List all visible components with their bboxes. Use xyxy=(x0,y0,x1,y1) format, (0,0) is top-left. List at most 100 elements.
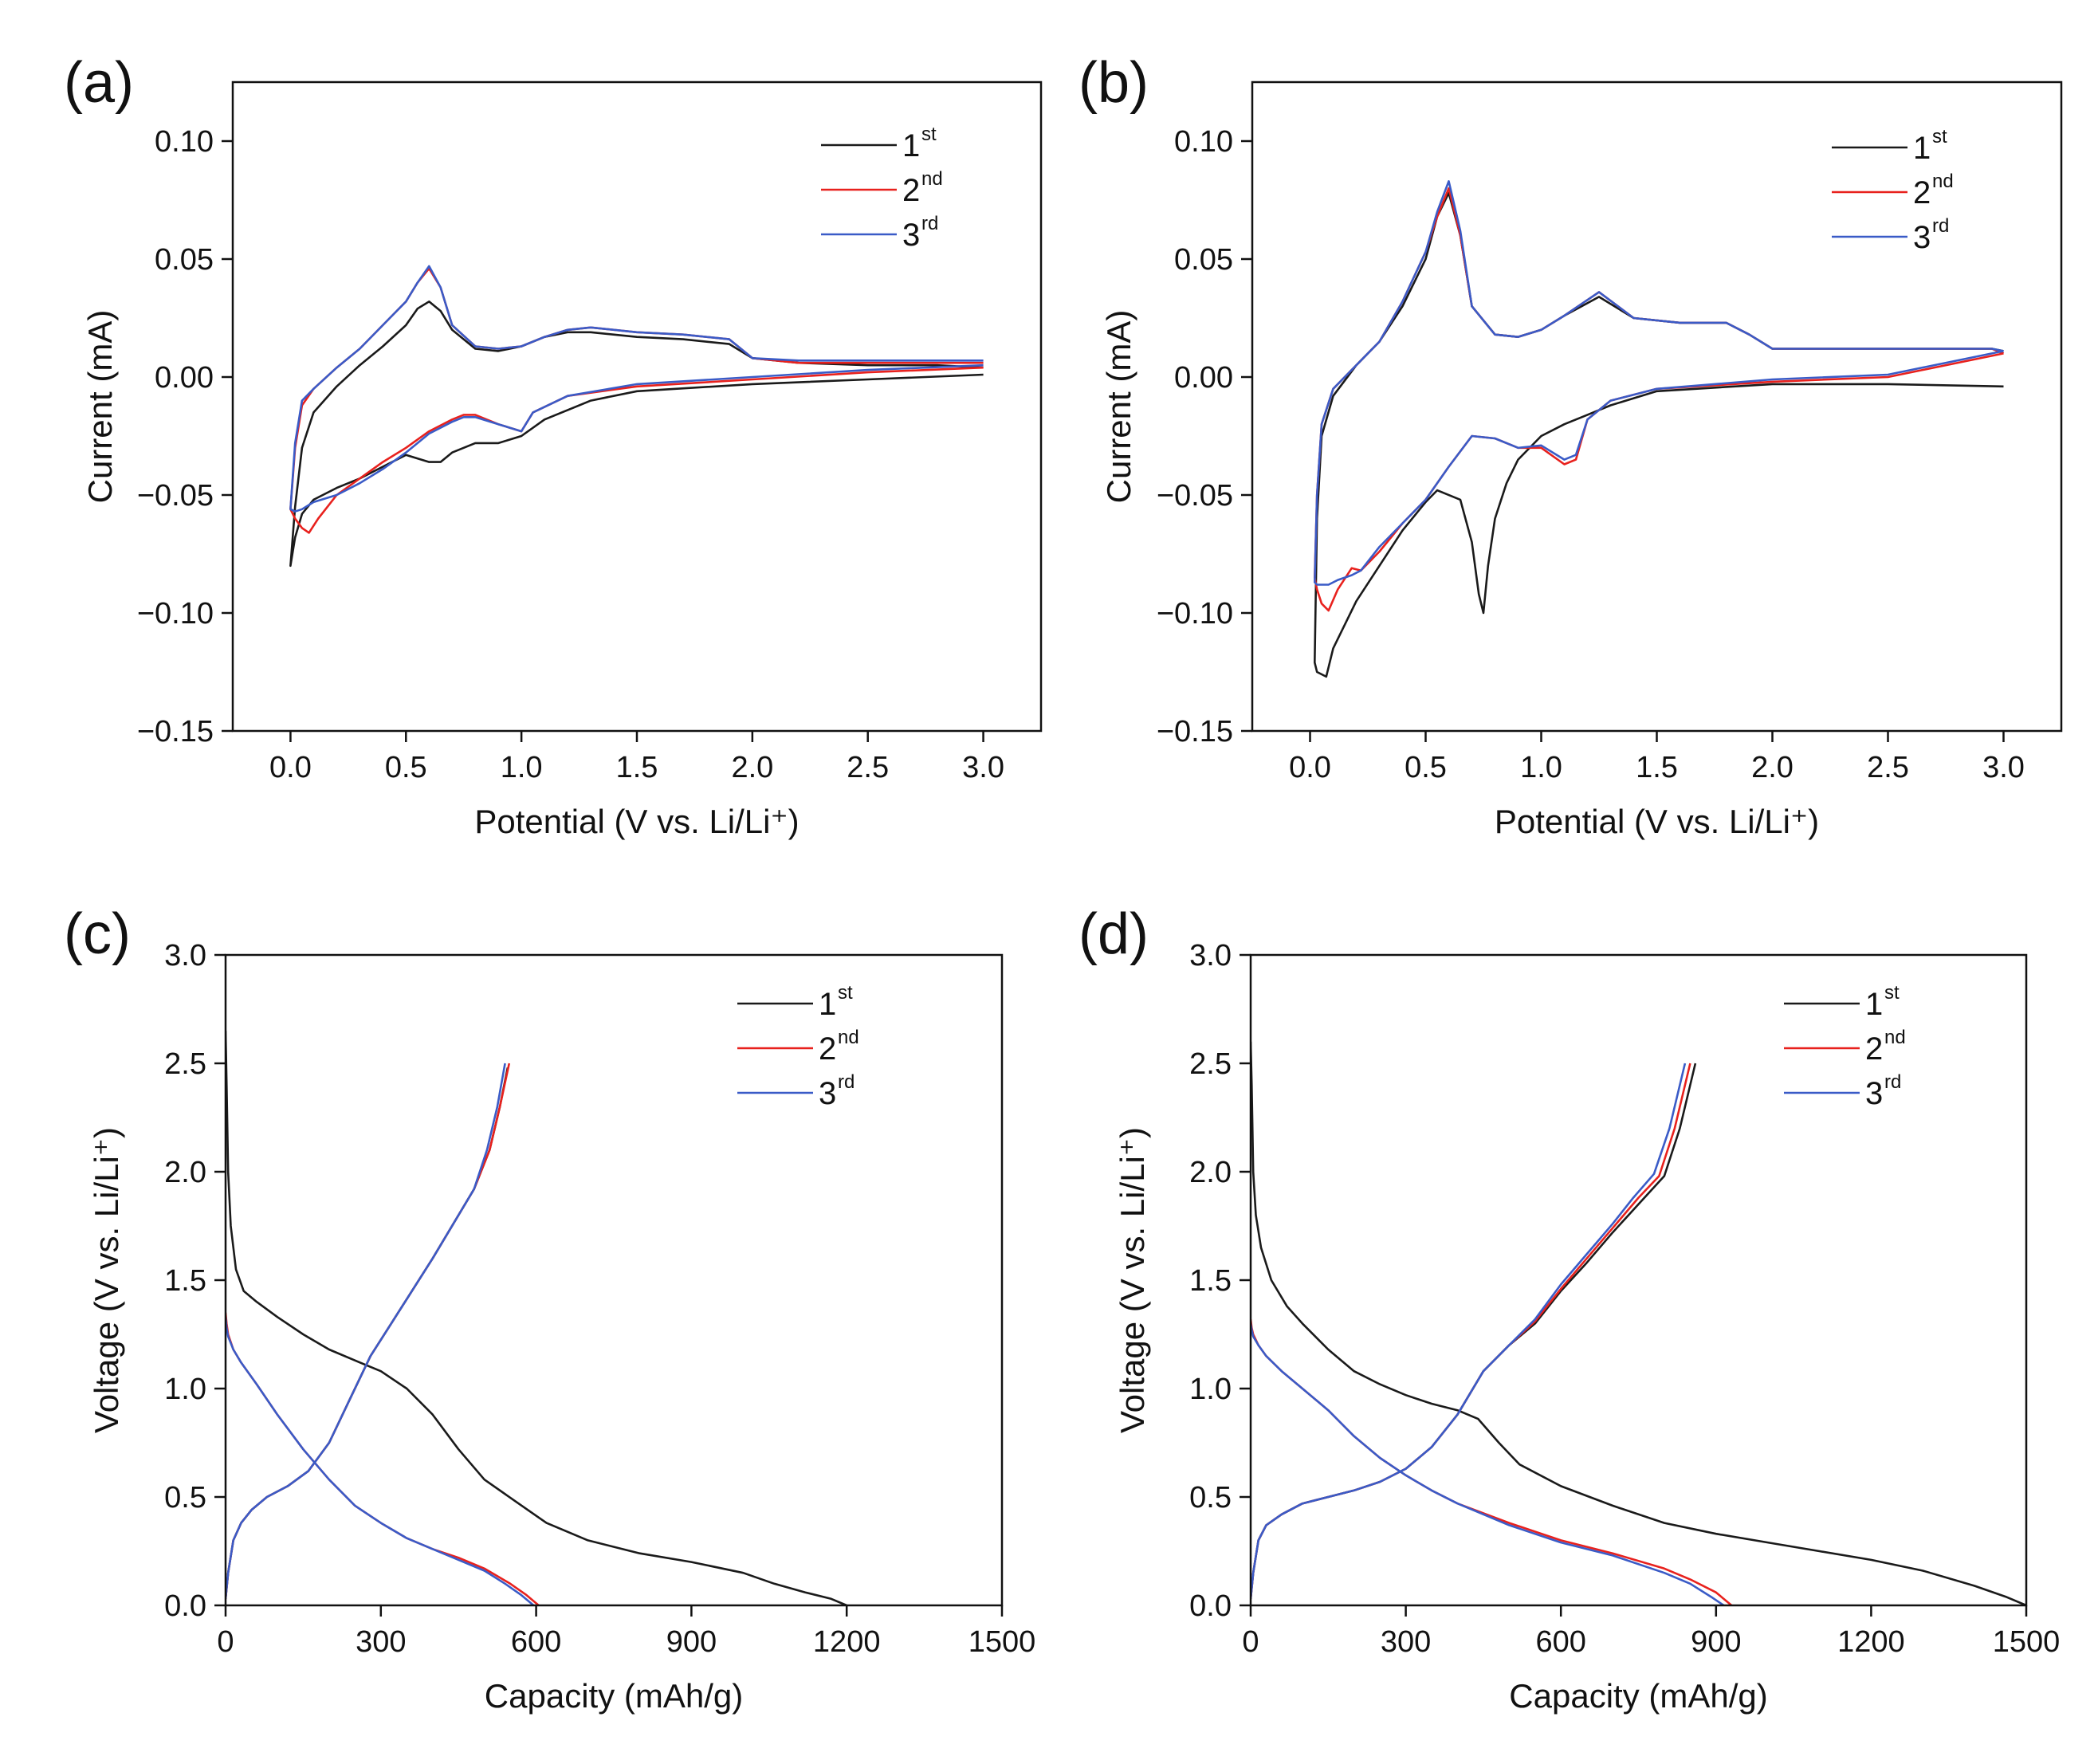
series-line-c-3rd-discharge xyxy=(226,1317,535,1605)
legend-sup-a-0: st xyxy=(921,124,937,145)
x-tick-label-c-1: 300 xyxy=(356,1625,406,1659)
legend-sup-d-0: st xyxy=(1884,982,1900,1004)
x-axis-title-c: Capacity (mAh/g) xyxy=(485,1677,743,1715)
plot-frame-d xyxy=(1249,953,2028,1607)
legend-sup-a-1: nd xyxy=(921,168,943,190)
legend-d: 1 st 2 nd 3 rd xyxy=(1784,982,1906,1111)
legend-label-c-2: 3 xyxy=(819,1076,836,1111)
y-tick-label-a-3: 0.00 xyxy=(155,361,214,395)
x-axis-title-b: Potential (V vs. Li/Li⁺) xyxy=(1495,803,1819,840)
legend-sup-a-2: rd xyxy=(921,213,938,234)
y-tick-label-c-0: 0.0 xyxy=(164,1589,206,1623)
y-axis-title-a: Current (mA) xyxy=(81,310,119,504)
panel-label-b: (b) xyxy=(1078,51,1149,115)
legend-sup-b-0: st xyxy=(1932,126,1947,147)
y-tick-label-b-2: −0.05 xyxy=(1157,479,1233,513)
series-line-a-2nd xyxy=(289,267,984,534)
y-tick-label-b-4: 0.05 xyxy=(1174,243,1233,277)
x-tick-label-b-1: 0.5 xyxy=(1405,751,1447,784)
y-tick-label-b-3: 0.00 xyxy=(1174,361,1233,395)
legend-sup-c-0: st xyxy=(838,982,853,1004)
series-line-b-1st xyxy=(1314,191,2004,678)
panel-label-d: (d) xyxy=(1078,902,1149,966)
x-tick-label-d-5: 1500 xyxy=(1993,1625,2061,1659)
legend-label-d-2: 3 xyxy=(1865,1076,1883,1111)
panel-label-c: (c) xyxy=(64,902,131,966)
x-tick-label-a-5: 2.5 xyxy=(847,751,889,784)
series-line-d-3rd-discharge xyxy=(1251,1323,1725,1605)
legend-label-b-1: 2 xyxy=(1913,175,1931,210)
y-tick-label-c-1: 0.5 xyxy=(164,1481,206,1515)
y-tick-label-d-2: 1.0 xyxy=(1189,1373,1232,1406)
legend-label-c-1: 2 xyxy=(819,1031,836,1067)
y-tick-label-c-6: 3.0 xyxy=(164,939,206,972)
panel-label-a: (a) xyxy=(64,51,134,115)
legend-label-b-0: 1 xyxy=(1913,131,1931,166)
x-tick-label-c-0: 0 xyxy=(217,1625,234,1659)
x-tick-label-a-0: 0.0 xyxy=(269,751,312,784)
x-tick-label-b-5: 2.5 xyxy=(1867,751,1909,784)
legend-sup-d-2: rd xyxy=(1884,1071,1901,1093)
y-tick-label-a-5: 0.10 xyxy=(155,125,214,159)
legend-label-d-1: 2 xyxy=(1865,1031,1883,1067)
x-tick-label-d-0: 0 xyxy=(1242,1625,1259,1659)
x-tick-label-b-6: 3.0 xyxy=(1982,751,2025,784)
x-tick-label-a-2: 1.0 xyxy=(501,751,543,784)
y-tick-label-a-4: 0.05 xyxy=(155,243,214,277)
chart-panel-b: (b) 0.0 0.5 1.0 1.5 2.0 2.5 3.0 −0.15 −0.10 −0.05 0… xyxy=(1078,51,2063,840)
chart-panel-a: (a) 0.0 0.5 1.0 1.5 2.0 2.5 3.0 −0.15 −0.10 −0.05 0… xyxy=(64,51,1043,840)
x-tick-label-a-1: 0.5 xyxy=(385,751,427,784)
y-tick-label-d-1: 0.5 xyxy=(1189,1481,1232,1515)
y-axis-title-d: Voltage (V vs. Li/Li⁺) xyxy=(1114,1127,1151,1433)
y-tick-label-a-2: −0.05 xyxy=(137,479,214,513)
plot-frame-c xyxy=(224,953,1004,1607)
series-line-c-1st-discharge xyxy=(226,1031,847,1605)
x-tick-label-b-2: 1.0 xyxy=(1520,751,1562,784)
series-line-c-2nd-charge xyxy=(226,1063,511,1599)
chart-panel-d: (d) 0 300 600 900 1200 1500 0.0 0.5 1.0 1.5 2.0 2.5 3… xyxy=(1078,902,2060,1715)
y-tick-label-a-1: −0.10 xyxy=(137,597,214,631)
y-tick-label-d-0: 0.0 xyxy=(1189,1589,1232,1623)
legend-label-a-1: 2 xyxy=(902,173,920,208)
x-tick-label-c-4: 1200 xyxy=(813,1625,881,1659)
y-axis-title-c: Voltage (V vs. Li/Li⁺) xyxy=(88,1127,125,1433)
x-tick-label-c-2: 600 xyxy=(511,1625,561,1659)
y-tick-label-d-5: 2.5 xyxy=(1189,1047,1232,1081)
series-line-d-2nd-charge xyxy=(1251,1063,1691,1599)
x-tick-label-d-3: 900 xyxy=(1691,1625,1741,1659)
legend-sup-b-2: rd xyxy=(1932,215,1949,237)
series-line-d-1st-discharge xyxy=(1251,1041,2026,1605)
x-tick-label-b-4: 2.0 xyxy=(1751,751,1794,784)
legend-b: 1 st 2 nd 3 rd xyxy=(1832,126,1954,255)
series-line-d-1st-charge xyxy=(1251,1063,1697,1599)
x-tick-label-a-4: 2.0 xyxy=(731,751,773,784)
x-tick-label-b-0: 0.0 xyxy=(1289,751,1331,784)
legend-sup-c-2: rd xyxy=(838,1071,855,1093)
x-tick-label-d-2: 600 xyxy=(1535,1625,1585,1659)
legend-c: 1 st 2 nd 3 rd xyxy=(737,982,859,1111)
legend-label-a-2: 3 xyxy=(902,218,920,253)
legend-a: 1 st 2 nd 3 rd xyxy=(821,124,943,253)
y-tick-label-a-0: −0.15 xyxy=(137,715,214,748)
legend-sup-b-1: nd xyxy=(1932,171,1954,192)
legend-label-c-0: 1 xyxy=(819,987,836,1022)
series-line-a-1st xyxy=(289,300,984,568)
y-tick-label-c-4: 2.0 xyxy=(164,1156,206,1189)
x-axis-title-a: Potential (V vs. Li/Li⁺) xyxy=(474,803,799,840)
x-tick-label-c-5: 1500 xyxy=(968,1625,1036,1659)
series-line-c-3rd-charge xyxy=(226,1063,506,1599)
series-line-c-2nd-discharge xyxy=(226,1312,540,1605)
y-axis-title-b: Current (mA) xyxy=(1100,310,1137,504)
y-tick-label-c-2: 1.0 xyxy=(164,1373,206,1406)
y-tick-label-d-4: 2.0 xyxy=(1189,1156,1232,1189)
series-line-a-3rd xyxy=(289,265,984,513)
y-tick-label-b-1: −0.10 xyxy=(1157,597,1233,631)
legend-sup-d-1: nd xyxy=(1884,1027,1906,1048)
x-tick-label-b-3: 1.5 xyxy=(1636,751,1678,784)
legend-label-b-2: 3 xyxy=(1913,220,1931,255)
x-tick-label-d-1: 300 xyxy=(1381,1625,1431,1659)
x-tick-label-c-3: 900 xyxy=(666,1625,717,1659)
x-tick-label-d-4: 1200 xyxy=(1837,1625,1905,1659)
y-tick-label-b-0: −0.15 xyxy=(1157,715,1233,748)
series-line-b-2nd xyxy=(1314,187,2004,612)
